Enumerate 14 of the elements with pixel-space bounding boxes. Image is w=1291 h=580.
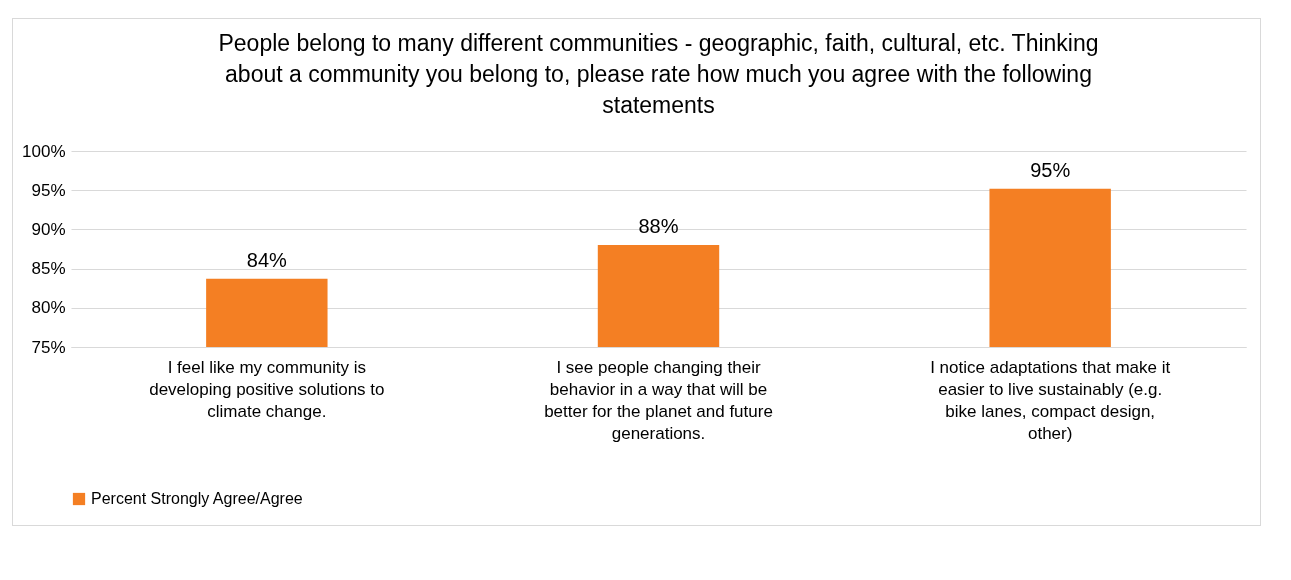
y-tick-label: 90%: [31, 219, 66, 239]
y-tick-label: 75%: [31, 337, 66, 357]
data-label: 95%: [1030, 158, 1071, 181]
x-tick-label: I notice adaptations that make it easier to live sustainably (e.g. bike lanes, compact design, other): [930, 357, 1171, 443]
x-tick-label: I see people changing their behavior in a way that will be better for the planet and future generations.: [544, 357, 773, 443]
y-tick-label: 85%: [31, 259, 66, 279]
y-tick-label: 95%: [31, 180, 66, 200]
data-label: 84%: [246, 248, 288, 271]
chart-title: People belong to many different communities - geographic, faith, cultural, etc. Thinking about a community you belong to, please rate how much you agree with the following statements: [218, 30, 1099, 118]
y-tick-label: 100%: [22, 141, 66, 161]
legend-label: Percent Strongly Agree/Agree: [91, 490, 303, 507]
x-tick-label: I feel like my community is developing positive solutions to climate change.: [149, 357, 385, 421]
y-tick-label: 80%: [31, 298, 66, 318]
data-label: 88%: [638, 215, 679, 238]
